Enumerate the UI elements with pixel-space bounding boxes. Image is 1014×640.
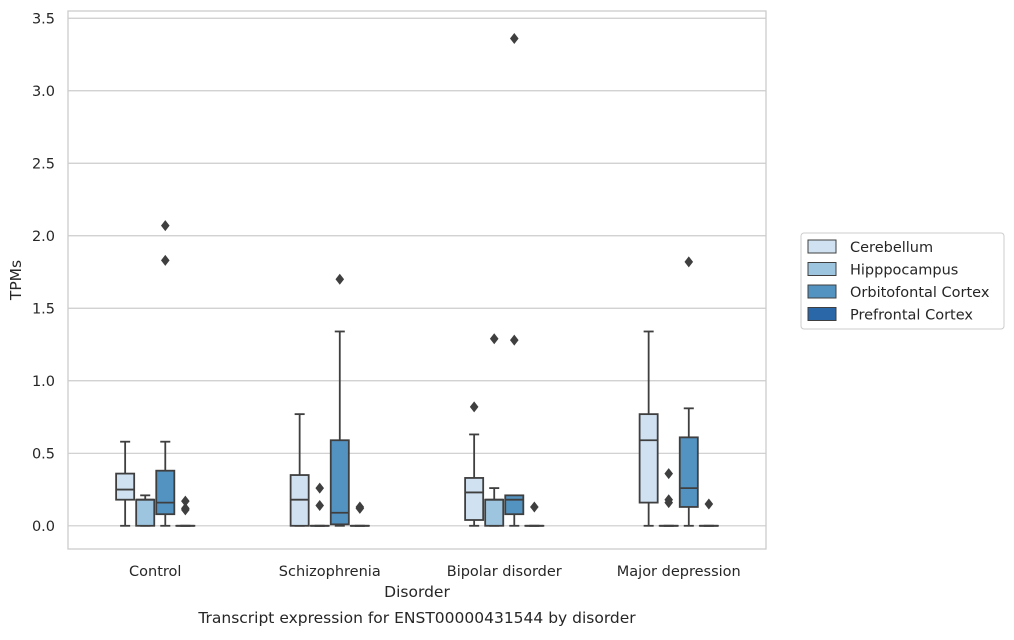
legend-swatch (808, 240, 836, 253)
y-tick-label: 0.5 (32, 446, 55, 462)
box-body (680, 437, 698, 507)
outlier-point (315, 483, 324, 494)
legend-swatch (808, 263, 836, 276)
legend-item-label[interactable]: Orbitofontal Cortex (850, 285, 990, 301)
box-body (485, 500, 503, 526)
box-prefrontal-cortex-1 (351, 501, 369, 525)
box-prefrontal-cortex-3 (700, 499, 718, 526)
y-axis-title: TPMs (7, 260, 25, 301)
legend-item-label[interactable]: Cerebellum (850, 240, 933, 256)
outlier-point (181, 504, 190, 515)
plot-frame (68, 11, 766, 549)
box-layer (116, 33, 718, 526)
x-axis-title: Disorder (384, 583, 450, 601)
gridlines (68, 18, 766, 526)
outlier-point (705, 499, 714, 510)
legend-item-label[interactable]: Prefrontal Cortex (850, 308, 973, 324)
box-body (640, 414, 658, 502)
outlier-point (356, 503, 365, 514)
outlier-point (684, 256, 693, 267)
y-tick-label: 2.5 (32, 156, 55, 172)
outlier-point (335, 274, 344, 285)
box-cerebellum-2 (465, 401, 483, 525)
box-orbitofontal-cortex-3 (680, 256, 698, 525)
legend-swatch (808, 308, 836, 321)
y-tick-label: 3.5 (32, 11, 55, 27)
outlier-point (315, 500, 324, 511)
box-cerebellum-1 (291, 414, 309, 526)
y-tick-label: 1.5 (32, 301, 55, 317)
box-hipppocampus-3 (660, 468, 678, 526)
outlier-point (530, 501, 539, 512)
outlier-point (510, 33, 519, 44)
outlier-point (510, 335, 519, 346)
box-orbitofontal-cortex-2 (505, 33, 523, 526)
box-cerebellum-0 (116, 442, 134, 526)
box-hipppocampus-1 (311, 483, 329, 526)
y-tick-label: 1.0 (32, 374, 55, 390)
box-prefrontal-cortex-0 (176, 496, 194, 526)
x-tick-label: Major depression (617, 564, 741, 580)
chart-caption: Transcript expression for ENST0000043154… (197, 609, 636, 627)
legend[interactable]: Cerebellum Hipppocampus Orbitofontal Corte… (801, 233, 1004, 329)
box-body (331, 440, 349, 524)
x-tick-labels: Control Schizophrenia Bipolar disorder Majo… (129, 564, 741, 580)
y-tick-label: 2.0 (32, 229, 55, 245)
box-body (465, 478, 483, 520)
box-hipppocampus-2 (485, 333, 503, 526)
outlier-point (161, 220, 170, 231)
outlier-point (470, 401, 479, 412)
box-body (505, 495, 523, 514)
y-tick-label: 0.0 (32, 519, 55, 535)
box-orbitofontal-cortex-1 (331, 274, 349, 526)
x-tick-label: Schizophrenia (279, 564, 381, 580)
y-tick-labels: 0.0 0.5 1.0 1.5 2.0 2.5 3.0 3.5 (32, 11, 55, 535)
outlier-point (664, 468, 673, 479)
y-tick-label: 3.0 (32, 84, 55, 100)
box-body (156, 471, 174, 515)
box-hipppocampus-0 (136, 495, 154, 525)
box-body (136, 500, 154, 526)
outlier-point (161, 255, 170, 266)
box-cerebellum-3 (640, 331, 658, 525)
outlier-point (490, 333, 499, 344)
x-tick-label: Control (129, 564, 181, 580)
box-prefrontal-cortex-2 (525, 501, 543, 525)
legend-item-label[interactable]: Hipppocampus (850, 263, 958, 279)
box-orbitofontal-cortex-0 (156, 220, 174, 526)
legend-swatch (808, 285, 836, 298)
box-body (116, 474, 134, 500)
x-tick-label: Bipolar disorder (447, 564, 562, 580)
